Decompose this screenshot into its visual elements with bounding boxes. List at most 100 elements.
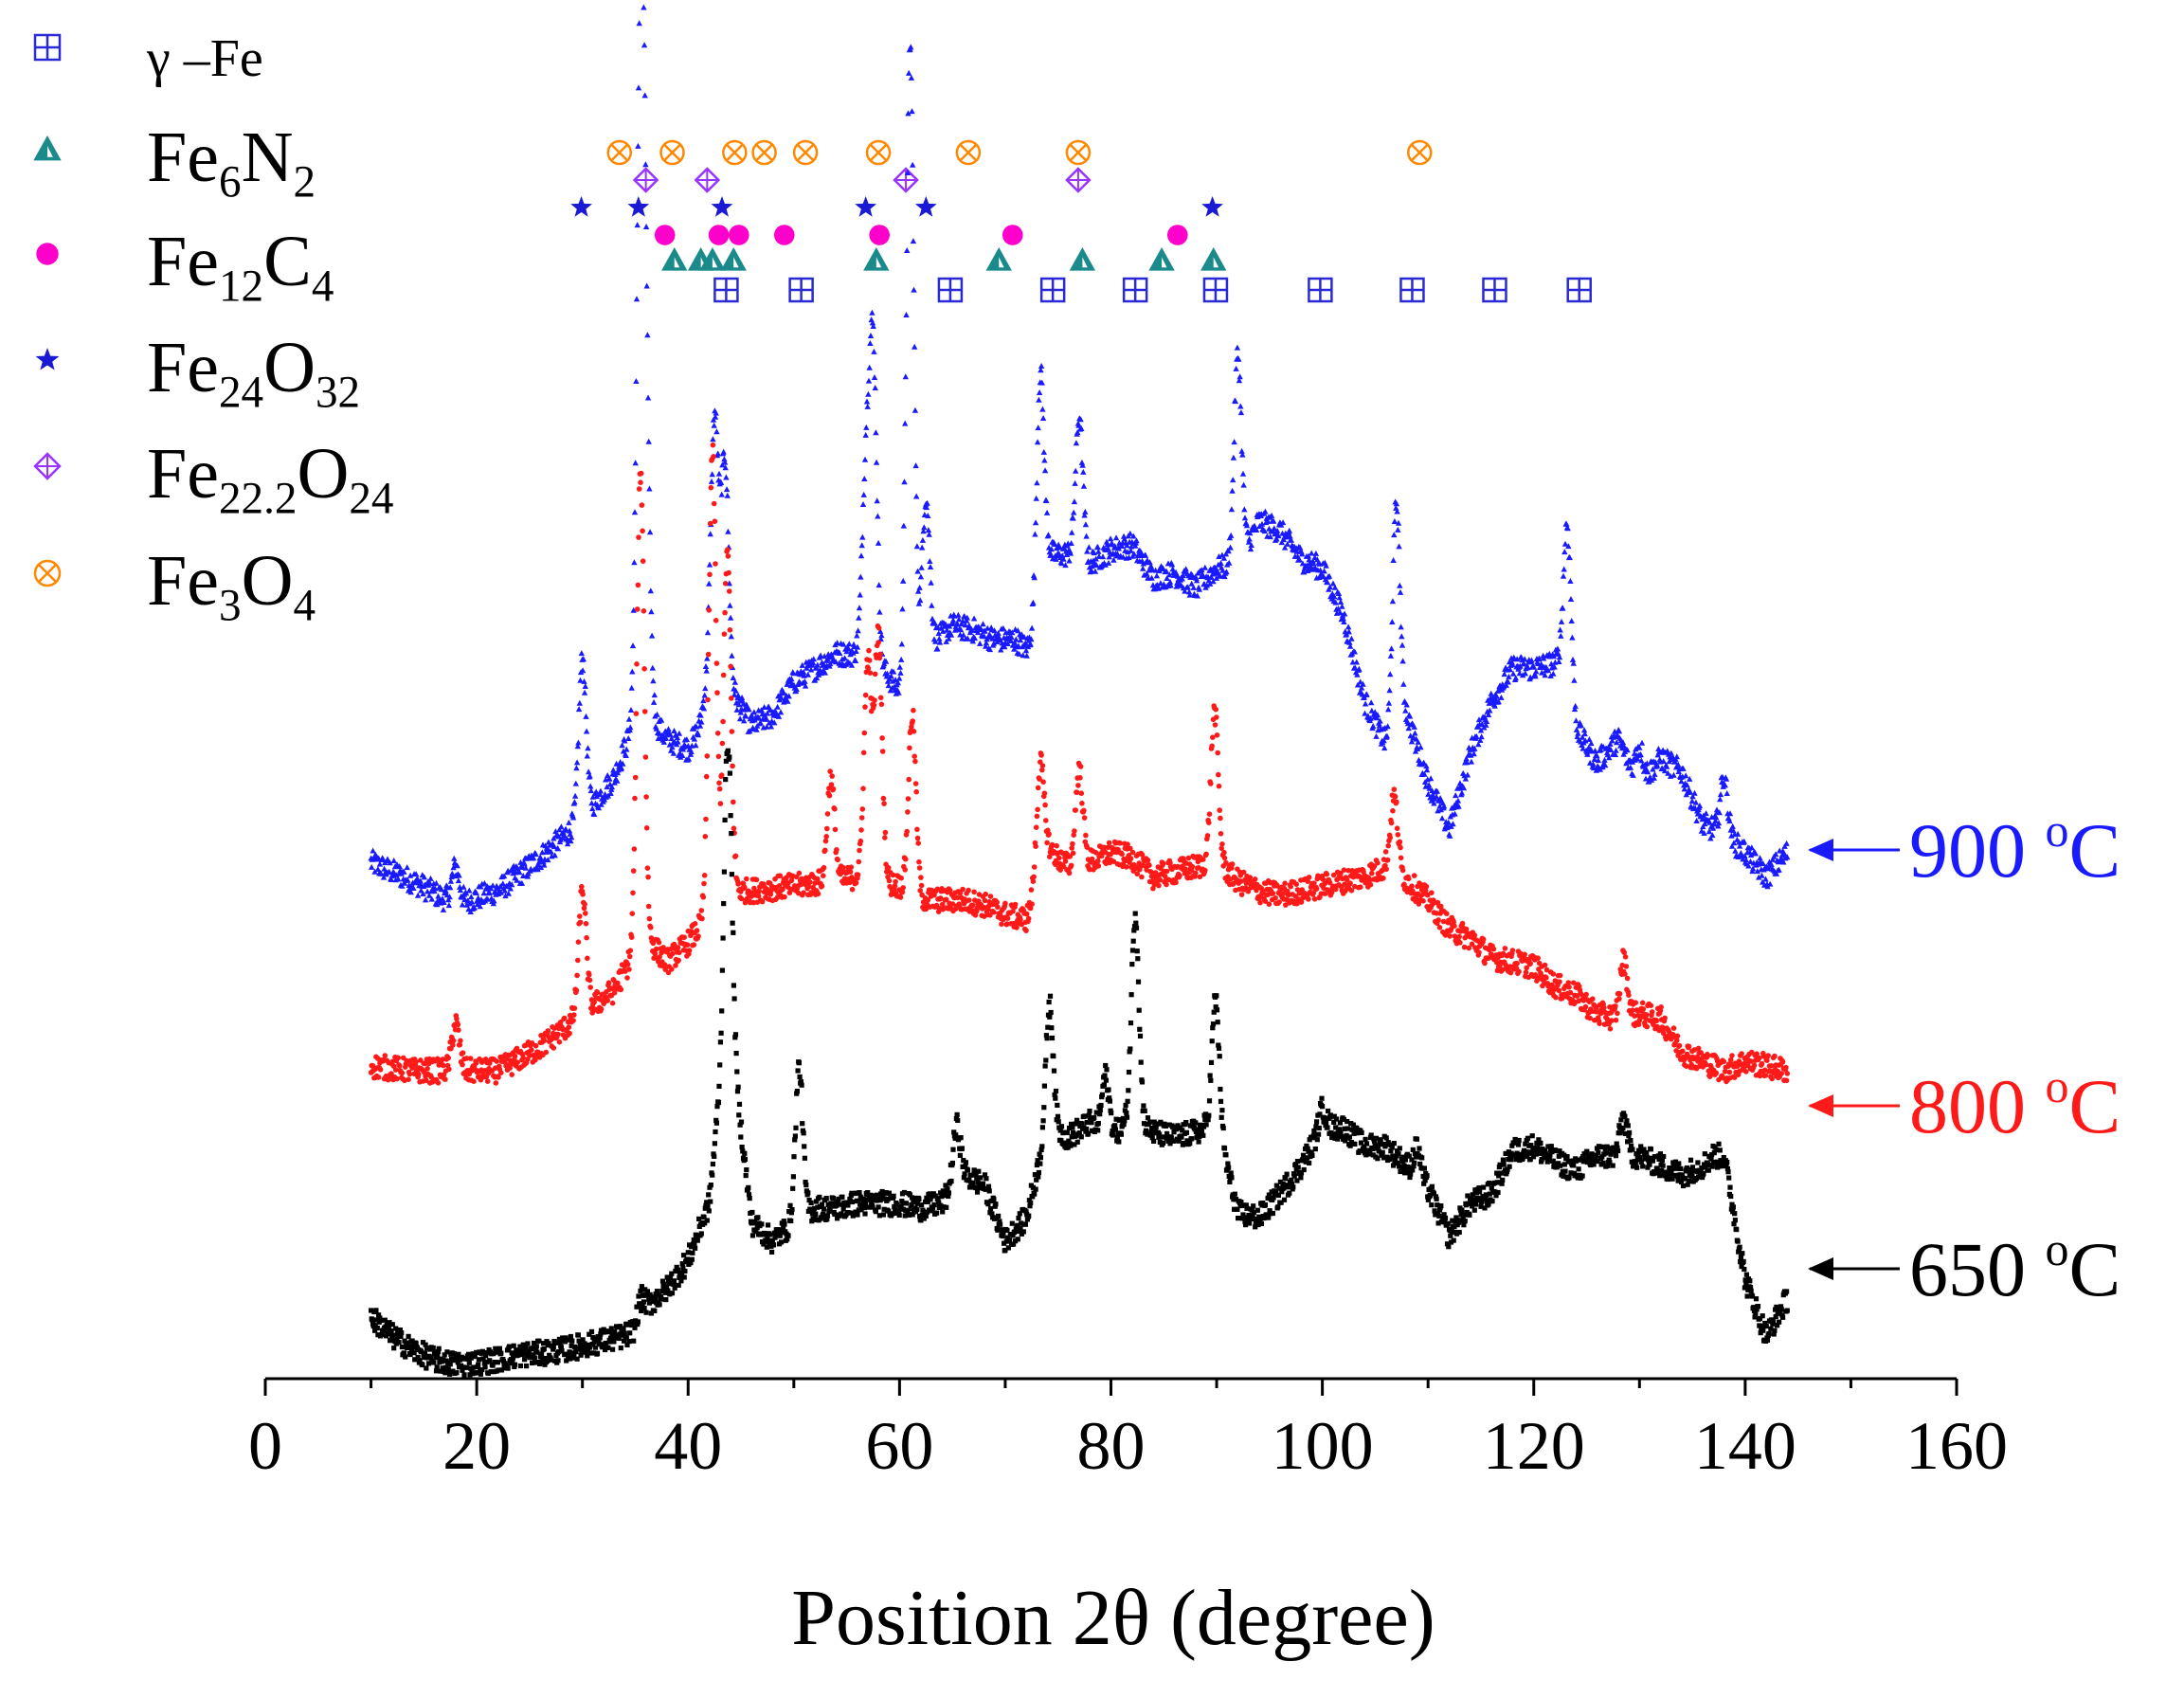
data-point (1092, 568, 1099, 574)
ref-markers-star (570, 196, 1223, 217)
data-point (611, 977, 617, 984)
data-point (875, 539, 882, 546)
data-point (631, 559, 638, 566)
data-point (1044, 840, 1050, 846)
data-point (1392, 793, 1399, 800)
data-point (912, 462, 919, 469)
data-point (1262, 508, 1269, 515)
data-point (1607, 740, 1614, 747)
data-point (793, 874, 800, 880)
data-point (722, 581, 729, 587)
data-point (709, 471, 715, 478)
data-point (561, 1015, 568, 1021)
data-point (1721, 1058, 1727, 1065)
data-point (410, 885, 417, 891)
data-point (1745, 862, 1752, 869)
data-point (1179, 575, 1185, 582)
data-point (1597, 1021, 1602, 1026)
data-point (611, 990, 618, 996)
data-point (1053, 555, 1059, 562)
data-point (1373, 732, 1380, 739)
data-point (1571, 706, 1579, 713)
data-point (918, 882, 925, 889)
reference-peak-marker (788, 277, 814, 303)
data-point (1408, 738, 1416, 745)
data-point (514, 876, 520, 883)
data-point (551, 1045, 557, 1051)
data-point (691, 735, 698, 742)
data-point (1556, 654, 1563, 660)
data-point (864, 403, 871, 409)
data-point (1385, 842, 1391, 849)
data-point (861, 456, 869, 462)
data-point (1299, 560, 1307, 567)
data-point (1221, 849, 1227, 856)
data-point (577, 919, 584, 926)
data-point (1208, 573, 1215, 580)
data-point (904, 170, 912, 175)
data-point (1030, 599, 1037, 605)
data-point (578, 650, 585, 657)
data-point (543, 1049, 550, 1056)
data-point (875, 625, 882, 631)
data-point (764, 710, 771, 716)
data-point (935, 630, 942, 637)
data-point (1182, 566, 1189, 572)
data-point (1613, 1003, 1618, 1009)
data-point (1203, 582, 1210, 588)
data-point (1247, 530, 1254, 536)
data-point (1548, 660, 1555, 667)
data-point (713, 561, 718, 567)
data-point (1358, 884, 1363, 890)
data-point (641, 1299, 646, 1305)
data-point (641, 42, 648, 48)
data-point (608, 784, 616, 790)
data-point (1759, 872, 1765, 878)
data-point (856, 614, 862, 621)
data-point (916, 858, 922, 865)
data-point (911, 286, 917, 293)
data-point (1099, 553, 1107, 560)
data-point (905, 110, 912, 117)
data-point (548, 848, 554, 855)
data-point (1008, 634, 1015, 641)
data-point (1230, 477, 1236, 483)
data-point (1550, 670, 1557, 677)
data-point (1609, 737, 1615, 744)
data-point (641, 4, 647, 10)
data-point (701, 692, 708, 698)
data-point (1661, 768, 1669, 774)
data-point (416, 1072, 422, 1077)
data-point (767, 723, 775, 730)
data-point (1644, 1023, 1651, 1030)
data-point (557, 1020, 564, 1025)
data-point (468, 898, 476, 905)
data-point (663, 1297, 669, 1303)
data-point (654, 946, 659, 952)
data-point (1778, 1071, 1785, 1076)
data-point (727, 602, 733, 608)
data-point (1038, 367, 1044, 373)
data-point (576, 699, 583, 706)
data-point (581, 905, 587, 912)
data-point (641, 709, 648, 714)
data-point (1270, 517, 1277, 524)
data-point (1550, 971, 1557, 977)
data-point (605, 998, 610, 1003)
data-point (1462, 775, 1470, 782)
data-point (623, 746, 630, 752)
data-point (1363, 691, 1370, 697)
data-point (486, 889, 493, 895)
data-point (641, 608, 647, 614)
data-point (856, 858, 862, 865)
data-point (646, 485, 653, 492)
data-point (1013, 636, 1020, 642)
data-point (850, 649, 857, 656)
data-point (826, 792, 833, 799)
data-point (1658, 1004, 1664, 1010)
data-point (1078, 790, 1085, 796)
data-point (1272, 894, 1278, 901)
data-point (1498, 694, 1505, 700)
data-point (1584, 750, 1591, 757)
data-point (732, 853, 739, 859)
